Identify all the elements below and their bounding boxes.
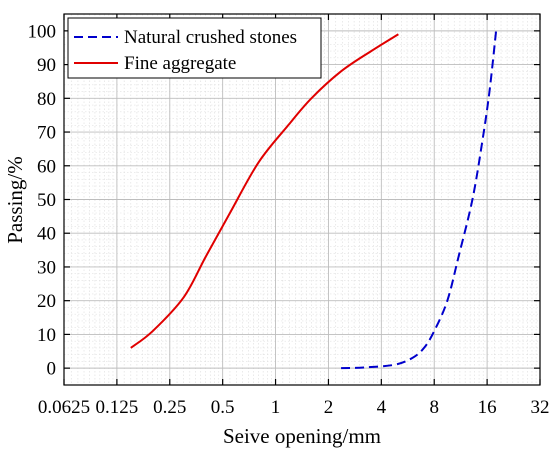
- x-tick-label: 1: [271, 397, 281, 418]
- x-tick-label: 16: [478, 397, 497, 418]
- y-axis-title: Passing/%: [3, 156, 27, 244]
- y-tick-label: 0: [47, 359, 57, 380]
- legend: Natural crushed stones Fine aggregate: [67, 17, 322, 79]
- legend-label-natural-crushed-stones: Natural crushed stones: [124, 27, 297, 48]
- series-layer: [130, 30, 498, 370]
- y-tick-label: 40: [37, 224, 56, 245]
- y-tick-label: 30: [37, 257, 56, 278]
- y-tick-label: 90: [37, 55, 56, 76]
- y-tick-label: 20: [37, 291, 56, 312]
- x-tick-label: 0.5: [211, 397, 235, 418]
- y-tick-label: 80: [37, 89, 56, 110]
- x-tick-label: 8: [429, 397, 439, 418]
- y-tick-label: 60: [37, 156, 56, 177]
- x-tick-labels: 0.0625 0.125 0.25 0.5 1 2 4 8 16 32: [38, 397, 550, 418]
- x-axis-title: Seive opening/mm: [223, 424, 381, 448]
- legend-label-fine-aggregate: Fine aggregate: [124, 53, 236, 74]
- y-tick-label: 70: [37, 123, 56, 144]
- y-tick-label: 100: [28, 21, 57, 42]
- x-tick-label: 0.25: [153, 397, 186, 418]
- x-tick-label: 2: [324, 397, 334, 418]
- tick-marks: [63, 14, 541, 385]
- x-tick-label: 0.0625: [38, 397, 90, 418]
- y-tick-labels: 0 10 20 30 40 50 60 70 80 90 100: [28, 21, 57, 379]
- x-tick-label: 32: [531, 397, 550, 418]
- x-tick-label: 4: [377, 397, 387, 418]
- y-tick-label: 50: [37, 190, 56, 211]
- y-tick-label: 10: [37, 325, 56, 346]
- series-line-fine-aggregate: [130, 33, 399, 349]
- legend-box: [67, 17, 322, 79]
- x-tick-label: 0.125: [96, 397, 139, 418]
